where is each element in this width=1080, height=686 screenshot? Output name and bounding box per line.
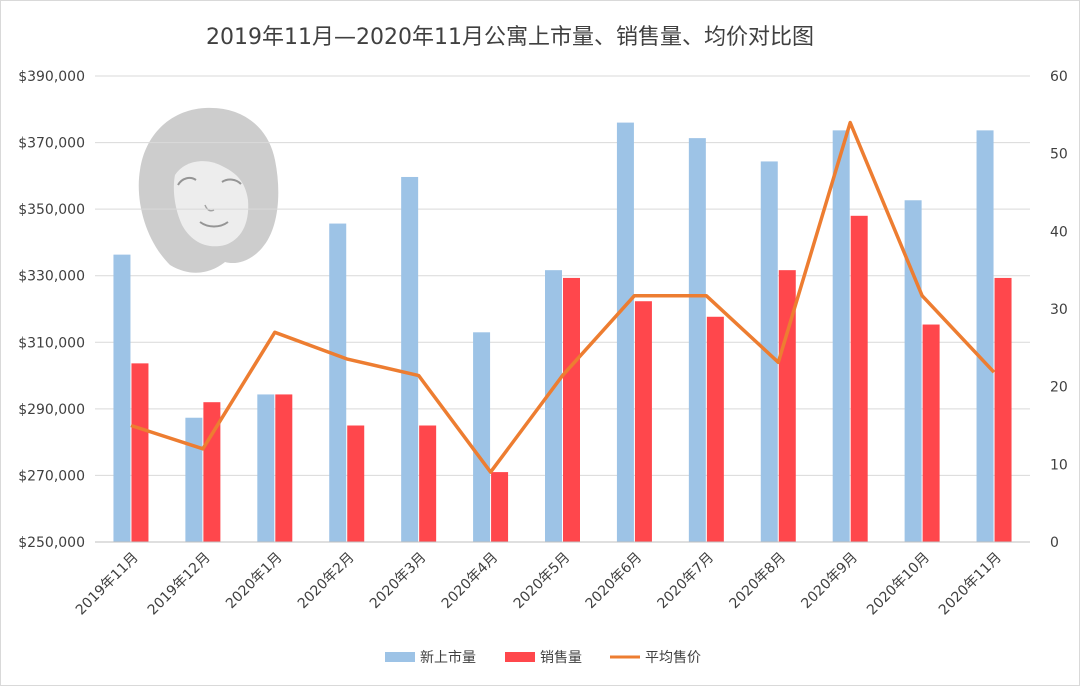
legend-label-sales: 销售量 bbox=[540, 650, 582, 666]
chart-title: 2019年11月—2020年11月公寓上市量、销售量、均价对比图 bbox=[206, 25, 814, 50]
y-left-tick-label: $390,000 bbox=[18, 69, 85, 85]
x-tick-label: 2020年1月 bbox=[223, 550, 286, 613]
bar-sales bbox=[131, 363, 149, 542]
bar-new-listings bbox=[473, 332, 491, 542]
y-left-tick-label: $270,000 bbox=[18, 468, 85, 484]
bar-sales bbox=[706, 316, 724, 542]
bar-new-listings bbox=[113, 254, 131, 542]
bar-series bbox=[113, 122, 1012, 543]
legend-label-avg-price: 平均售价 bbox=[645, 650, 701, 666]
x-tick-label: 2019年12月 bbox=[145, 550, 214, 619]
y-left-tick-label: $290,000 bbox=[18, 402, 85, 418]
y-right-tick-label: 10 bbox=[1050, 457, 1068, 473]
x-tick-label: 2020年3月 bbox=[367, 550, 430, 613]
bar-sales bbox=[347, 425, 365, 542]
bar-new-listings bbox=[904, 200, 922, 542]
bar-new-listings bbox=[832, 130, 850, 542]
x-tick-label: 2020年2月 bbox=[295, 550, 358, 613]
y-axis-right: 0 10 20 30 40 50 60 bbox=[1050, 69, 1068, 551]
bar-sales bbox=[850, 215, 868, 543]
line-series bbox=[130, 120, 996, 474]
x-tick-label: 2020年8月 bbox=[726, 550, 789, 613]
bar-sales bbox=[922, 324, 940, 542]
bar-sales bbox=[275, 394, 293, 542]
legend-swatch-new-listings bbox=[385, 652, 415, 662]
y-left-tick-label: $330,000 bbox=[18, 269, 85, 285]
x-tick-label: 2020年4月 bbox=[439, 550, 502, 613]
x-tick-label: 2019年11月 bbox=[73, 550, 142, 619]
bar-new-listings bbox=[257, 394, 275, 542]
x-tick-label: 2020年11月 bbox=[936, 550, 1005, 619]
bar-sales bbox=[634, 301, 652, 542]
x-axis-labels: 2019年11月 2019年12月 2020年1月 2020年2月 2020年3月 202… bbox=[73, 550, 1005, 619]
y-right-tick-label: 20 bbox=[1050, 380, 1068, 396]
y-left-tick-label: $350,000 bbox=[18, 202, 85, 218]
line-avg-price bbox=[130, 120, 996, 474]
bar-new-listings bbox=[329, 223, 347, 543]
bar-new-listings bbox=[545, 270, 562, 542]
legend: 新上市量 销售量 平均售价 bbox=[385, 649, 701, 666]
y-axis-left: $250,000 $270,000 $290,000 $310,000 $330,000… bbox=[18, 69, 85, 551]
legend-swatch-sales bbox=[505, 652, 535, 662]
y-right-tick-label: 40 bbox=[1050, 224, 1068, 240]
y-right-tick-label: 60 bbox=[1050, 69, 1068, 85]
x-tick-label: 2020年6月 bbox=[583, 550, 646, 613]
bar-sales bbox=[491, 472, 509, 542]
bar-sales bbox=[778, 270, 796, 542]
bar-sales bbox=[419, 425, 437, 542]
bar-sales bbox=[203, 402, 221, 542]
x-tick-label: 2020年7月 bbox=[655, 550, 718, 613]
y-right-tick-label: 30 bbox=[1050, 302, 1068, 318]
y-left-tick-label: $370,000 bbox=[18, 136, 85, 152]
y-right-tick-label: 0 bbox=[1050, 535, 1059, 551]
x-tick-label: 2020年9月 bbox=[798, 550, 861, 613]
y-right-tick-label: 50 bbox=[1050, 147, 1068, 163]
x-tick-label: 2020年10月 bbox=[864, 550, 933, 619]
bar-new-listings bbox=[976, 130, 994, 542]
y-left-tick-label: $250,000 bbox=[18, 535, 85, 551]
bar-new-listings bbox=[185, 417, 203, 542]
x-tick-label: 2020年5月 bbox=[511, 550, 574, 613]
legend-label-new-listings: 新上市量 bbox=[420, 649, 476, 666]
bar-new-listings bbox=[688, 138, 706, 542]
bar-new-listings bbox=[616, 122, 634, 542]
bar-sales bbox=[994, 277, 1012, 542]
bar-new-listings bbox=[401, 176, 419, 542]
y-left-tick-label: $310,000 bbox=[18, 335, 85, 351]
bar-sales bbox=[563, 277, 580, 542]
gridlines bbox=[95, 75, 1030, 476]
portrait-watermark bbox=[138, 107, 279, 273]
